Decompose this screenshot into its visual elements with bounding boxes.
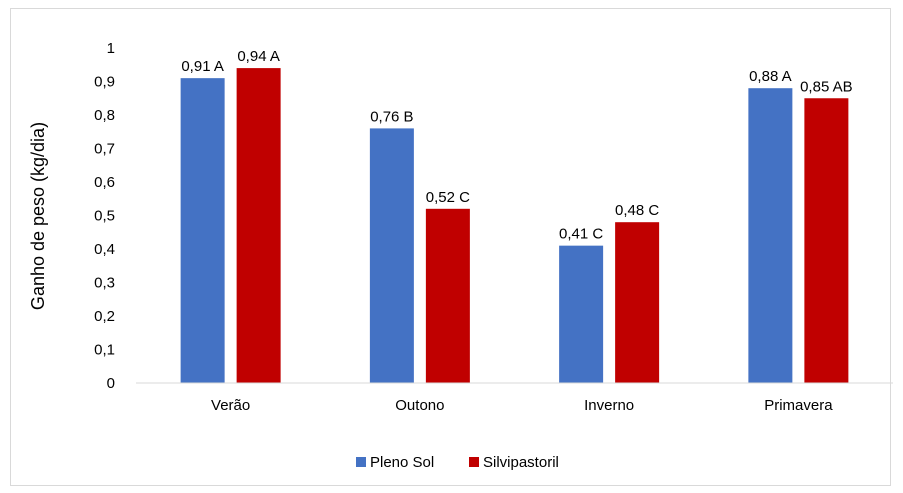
category-labels: Verão Outono Inverno Primavera [211, 397, 833, 414]
y-tick-label: 0,7 [94, 141, 115, 158]
bar-pleno-sol [748, 88, 793, 383]
y-tick-label: 0,6 [94, 174, 115, 191]
x-category-label: Primavera [764, 397, 833, 414]
y-tick-label: 0,9 [94, 74, 115, 91]
bar-pleno-sol [180, 78, 225, 384]
bar-silvipastoril [236, 68, 281, 383]
x-category-label: Outono [395, 397, 444, 414]
data-labels: 0,91 A 0,94 A 0,76 B 0,52 C 0,41 C 0,48 C 0,88… [181, 48, 852, 243]
y-tick-label: 0,1 [94, 342, 115, 359]
bar-silvipastoril [425, 208, 470, 383]
y-tick-labels: 0 0,1 0,2 0,3 0,4 0,5 0,6 0,7 0,8 0,9 1 [94, 40, 115, 392]
y-axis-title: Ganho de peso (kg/dia) [28, 122, 48, 310]
bar-silvipastoril [804, 98, 849, 383]
y-tick-label: 0,8 [94, 107, 115, 124]
data-label: 0,88 A [749, 68, 792, 85]
y-tick-label: 1 [107, 40, 115, 57]
y-tick-label: 0,2 [94, 308, 115, 325]
bar-silvipastoril [615, 222, 660, 383]
data-label: 0,85 AB [800, 78, 853, 95]
data-label: 0,52 C [426, 189, 470, 206]
y-tick-label: 0 [107, 375, 115, 392]
data-label: 0,91 A [181, 58, 224, 75]
y-tick-label: 0,5 [94, 208, 115, 225]
data-label: 0,48 C [615, 202, 659, 219]
bars [180, 68, 849, 384]
legend-label: Silvipastoril [483, 454, 559, 471]
legend: Pleno Sol Silvipastoril [356, 454, 559, 471]
legend-swatch [469, 457, 479, 467]
legend-swatch [356, 457, 366, 467]
legend-label: Pleno Sol [370, 454, 434, 471]
data-label: 0,76 B [370, 108, 413, 125]
x-category-label: Inverno [584, 397, 634, 414]
bar-pleno-sol [369, 128, 414, 383]
y-tick-label: 0,4 [94, 241, 115, 258]
data-label: 0,94 A [237, 48, 280, 65]
y-tick-label: 0,3 [94, 275, 115, 292]
data-label: 0,41 C [559, 226, 603, 243]
bar-pleno-sol [559, 245, 604, 383]
x-category-label: Verão [211, 397, 250, 414]
